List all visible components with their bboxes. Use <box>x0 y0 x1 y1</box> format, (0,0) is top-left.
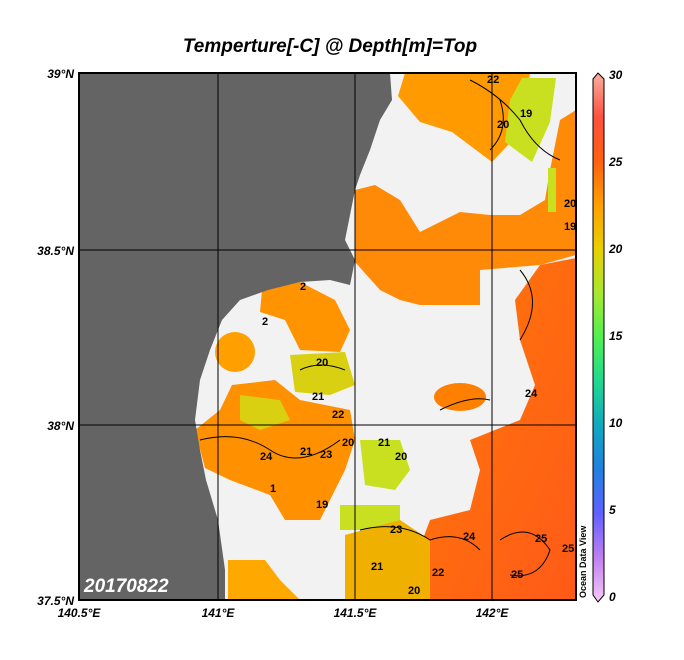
contour-label: 25 <box>511 569 523 581</box>
contour-label: 21 <box>312 391 324 403</box>
contour-label: 24 <box>463 531 476 543</box>
lon-tick: 140.5°E <box>58 606 102 620</box>
contour-label: 23 <box>320 449 332 461</box>
lat-tick: 37.5°N <box>37 594 74 608</box>
colorbar-tick-label: 25 <box>608 155 623 169</box>
lon-tick: 141.5°E <box>334 606 378 620</box>
contour-label: 22 <box>332 409 344 421</box>
contour-label: 21 <box>378 437 390 449</box>
colorbar-tick-label: 0 <box>609 590 616 604</box>
temp-field-sw <box>228 560 300 600</box>
temp-field-west2 <box>290 352 355 395</box>
date-label: 20170822 <box>83 576 169 597</box>
land-area <box>79 73 392 600</box>
chart-title: Temperture[-C] @ Depth[m]=Top <box>182 36 478 57</box>
watermark: Ocean Data View <box>578 525 588 598</box>
contour-label: 24 <box>525 388 538 400</box>
graticule <box>79 73 576 600</box>
colorbar-tick-label: 30 <box>609 68 623 82</box>
lat-tick: 39°N <box>47 67 74 81</box>
contour-label: 25 <box>562 543 574 555</box>
temp-field-west1 <box>260 282 350 352</box>
contour-label: 22 <box>487 74 499 86</box>
contour-label: 1 <box>270 483 276 495</box>
contour-label: 19 <box>316 499 328 511</box>
contour-label: 19 <box>564 221 576 233</box>
temp-field-top-green <box>505 78 556 162</box>
contour-label: 20 <box>395 451 407 463</box>
lat-tick: 38.5°N <box>37 244 74 258</box>
contour-label: 2 <box>300 281 306 293</box>
temp-field-top <box>398 73 530 162</box>
contour-label: 23 <box>390 524 402 536</box>
temp-field-west3 <box>195 380 355 520</box>
contour-label: 20 <box>408 585 420 597</box>
contour-label: 20 <box>342 437 354 449</box>
map-frame <box>78 72 577 601</box>
lon-tick: 141°E <box>202 606 236 620</box>
contour-label: 19 <box>520 108 532 120</box>
contour-label: 24 <box>260 451 273 463</box>
lon-tick: 142°E <box>476 606 510 620</box>
temp-field-west4 <box>240 395 290 430</box>
contour-label: 20 <box>497 119 509 131</box>
colorbar-tick-label: 20 <box>608 242 623 256</box>
contour-label: 21 <box>300 446 312 458</box>
temp-field-center <box>360 440 410 490</box>
colorbar-tick-label: 10 <box>609 416 623 430</box>
temp-field-south <box>345 520 430 600</box>
colorbar-ticks: 30 25 20 15 10 5 0 <box>608 68 623 604</box>
colorbar-tick-label: 15 <box>609 329 623 343</box>
contour-label: 2 <box>262 316 268 328</box>
contour-label: 20 <box>564 198 576 210</box>
contour-label: 22 <box>432 567 444 579</box>
temp-field-east <box>415 258 576 600</box>
contour-label: 20 <box>316 357 328 369</box>
temp-field-blob2 <box>434 383 486 411</box>
colorbar-tick-label: 5 <box>609 503 616 517</box>
contour-label: 21 <box>371 561 383 573</box>
temp-field-strip <box>548 168 556 212</box>
temp-field-north <box>355 110 576 305</box>
temp-field-blob <box>215 332 255 372</box>
colorbar <box>592 72 605 603</box>
lat-tick: 38°N <box>47 419 74 433</box>
contour-label: 25 <box>535 533 547 545</box>
contour-lines <box>199 79 561 577</box>
